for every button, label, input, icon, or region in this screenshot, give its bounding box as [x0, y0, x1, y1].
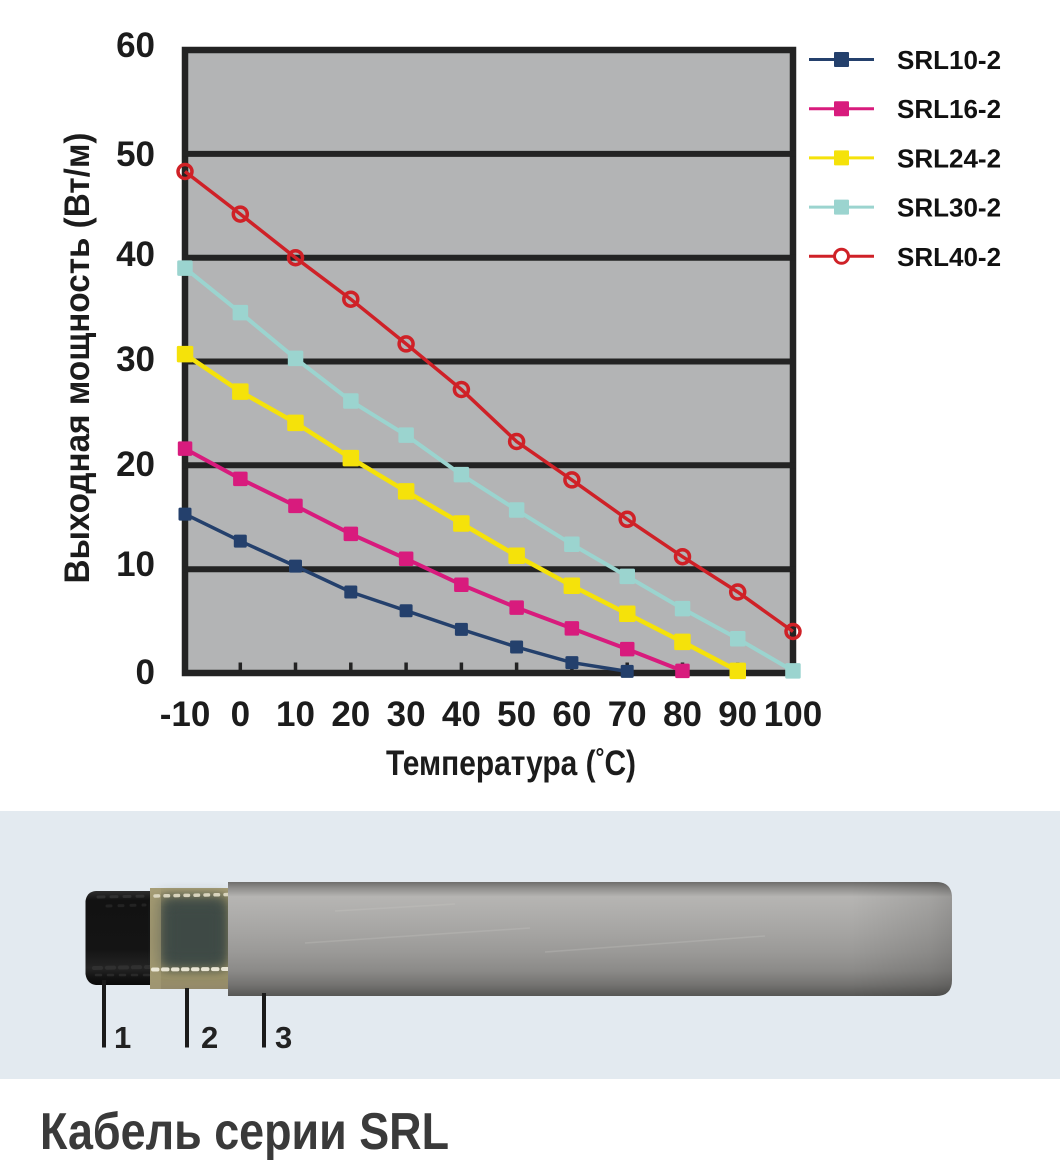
svg-text:10: 10 — [116, 545, 155, 584]
svg-text:0: 0 — [136, 653, 155, 692]
svg-text:Кабель серии SRL: Кабель серии SRL — [40, 1103, 449, 1161]
svg-text:60: 60 — [552, 695, 591, 734]
svg-text:Выходная мощность (Вт/м): Выходная мощность (Вт/м) — [58, 133, 97, 584]
svg-text:100: 100 — [764, 695, 822, 734]
svg-text:90: 90 — [718, 695, 757, 734]
svg-text:SRL30-2: SRL30-2 — [897, 193, 1001, 223]
svg-text:0: 0 — [231, 695, 250, 734]
svg-text:50: 50 — [497, 695, 536, 734]
svg-text:Температура (°C): Температура (°C) — [386, 742, 636, 783]
svg-text:80: 80 — [663, 695, 702, 734]
svg-text:40: 40 — [116, 235, 155, 274]
svg-text:60: 60 — [116, 26, 155, 65]
svg-text:SRL40-2: SRL40-2 — [897, 242, 1001, 272]
svg-text:1: 1 — [114, 1020, 131, 1055]
svg-text:10: 10 — [276, 695, 315, 734]
svg-text:3: 3 — [275, 1020, 292, 1055]
svg-text:-10: -10 — [160, 695, 211, 734]
svg-text:30: 30 — [116, 340, 155, 379]
svg-text:SRL16-2: SRL16-2 — [897, 94, 1001, 124]
svg-text:40: 40 — [442, 695, 481, 734]
svg-text:30: 30 — [387, 695, 426, 734]
svg-text:70: 70 — [608, 695, 647, 734]
svg-text:SRL24-2: SRL24-2 — [897, 143, 1001, 173]
svg-text:SRL10-2: SRL10-2 — [897, 45, 1001, 75]
svg-text:2: 2 — [201, 1020, 218, 1055]
svg-text:50: 50 — [116, 135, 155, 174]
svg-text:20: 20 — [331, 695, 370, 734]
svg-text:20: 20 — [116, 445, 155, 484]
